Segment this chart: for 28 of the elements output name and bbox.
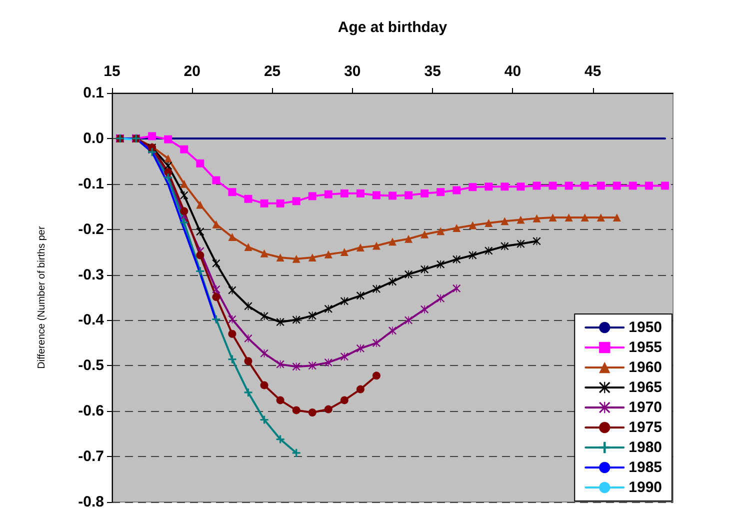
x-tick-label: 20 [184, 63, 200, 80]
x-axis-title: Age at birthday [338, 19, 448, 36]
y-axis-title: Difference (Number of births per [36, 226, 48, 369]
legend-label: 1950 [628, 319, 662, 336]
y-tick-label: -0.3 [78, 266, 104, 284]
y-tick-label: -0.7 [78, 448, 104, 466]
y-tick-label: -0.5 [78, 357, 104, 374]
y-tick-label: -0.2 [78, 220, 104, 238]
x-tick-label: 15 [104, 63, 120, 80]
y-tick-label: 0.1 [83, 84, 104, 102]
legend-label: 1955 [628, 339, 662, 356]
legend-label: 1990 [628, 479, 662, 496]
x-tick-label: 40 [504, 63, 522, 80]
legend-label: 1985 [628, 459, 662, 476]
x-tick-label: 35 [424, 63, 441, 80]
x-tick-label: 45 [584, 63, 602, 80]
y-tick-label: -0.1 [78, 175, 104, 192]
legend-label: 1975 [628, 419, 662, 436]
legend-label: 1980 [628, 439, 662, 456]
y-tick-label: -0.4 [78, 312, 105, 329]
y-tick-label: -0.6 [78, 402, 104, 420]
legend-label: 1965 [628, 379, 662, 396]
y-tick-label: -0.8 [78, 494, 104, 510]
legend-label: 1970 [628, 399, 662, 416]
x-tick-label: 30 [344, 63, 361, 80]
x-tick-label: 25 [264, 63, 281, 80]
legend-label: 1960 [628, 359, 662, 376]
y-tick-label: 0.0 [83, 130, 104, 147]
